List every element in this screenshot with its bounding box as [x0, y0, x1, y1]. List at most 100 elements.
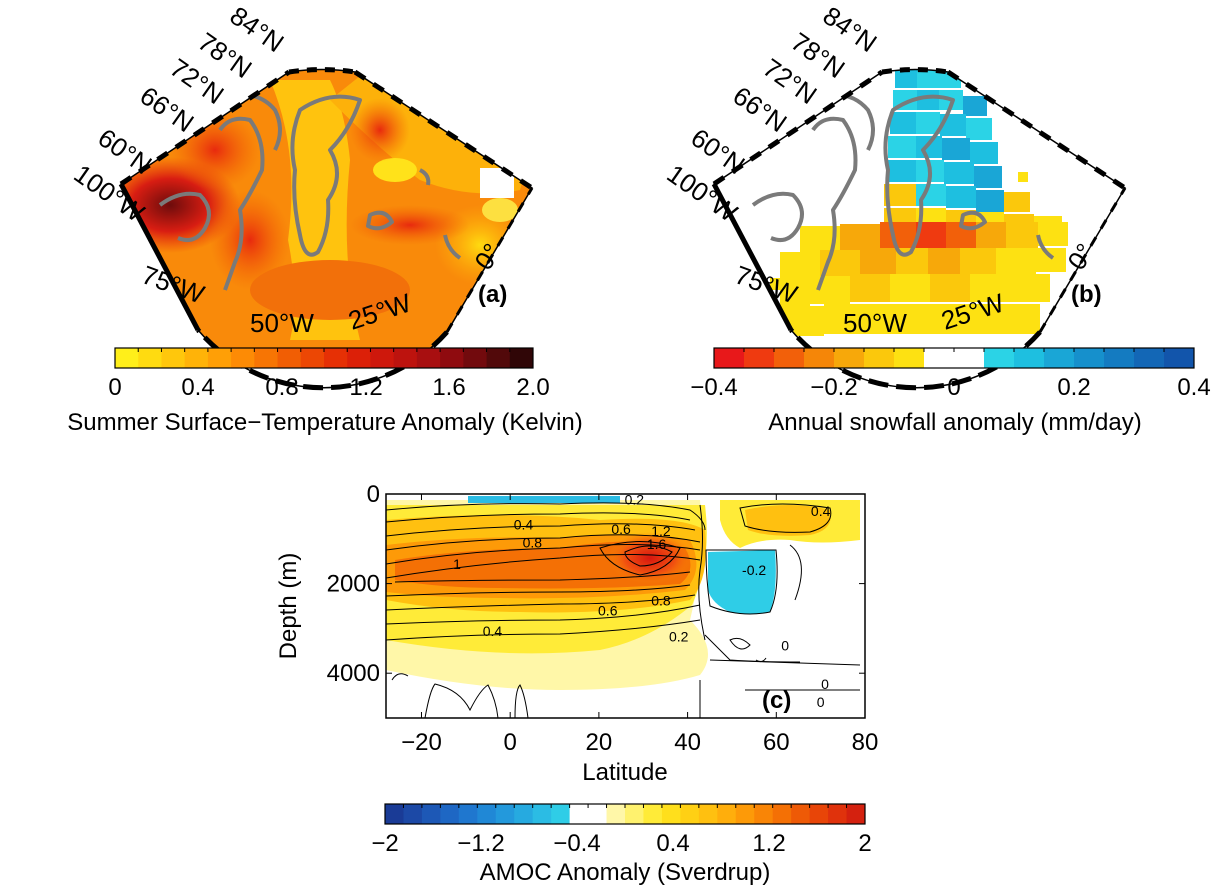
panel-a-label: (a) [478, 281, 507, 308]
colorbar-tick: 1.6 [432, 374, 465, 401]
contour-label: 0 [781, 637, 789, 653]
contour-label: 0.4 [514, 516, 534, 532]
grid-cell [890, 274, 930, 302]
grid-cell [970, 274, 1010, 302]
colorbar-swatch [509, 348, 534, 368]
grid-cell [970, 142, 998, 164]
colorbar-swatch [184, 348, 209, 368]
colorbar-tick: −0.4 [553, 830, 600, 857]
colorbar-swatch [495, 804, 515, 824]
grid-cell [946, 186, 976, 208]
grid-cell [1006, 222, 1038, 248]
colorbar-swatch [774, 348, 805, 368]
colorbar-tick: 1.2 [752, 830, 785, 857]
grid-cell [912, 304, 956, 334]
colorbar-swatch [115, 348, 139, 368]
colorbar-swatch [138, 348, 162, 368]
x-tick-label: 60 [763, 729, 790, 756]
colorbar-swatch [698, 804, 718, 824]
grid-cell [860, 248, 896, 274]
contour-label: 1 [453, 556, 461, 572]
contour-label: 0.4 [483, 623, 503, 639]
colorbar-swatch [680, 804, 700, 824]
colorbar-swatch [625, 804, 644, 824]
panel-c-xlabel: Latitude [582, 759, 667, 786]
contour-label: -0.2 [742, 562, 766, 578]
colorbar-c-ticks: −2 −1.2 −0.4 0.4 1.2 2 [371, 830, 871, 857]
colorbar-swatch [1164, 348, 1195, 368]
grid-cell [917, 70, 939, 88]
colorbar-swatch [924, 348, 955, 368]
colorbar-swatch [606, 804, 626, 824]
grid-cell [868, 304, 912, 334]
panel-c-contour-labels: 0.2 0.4 0.6 0.8 1.21.6 1 0.6 0.8 0.4 0.2 0.4 -0.2 0 0… [453, 491, 831, 709]
colorbar-swatch [324, 348, 348, 368]
colorbar-swatch [1044, 348, 1075, 368]
grid-cell [963, 96, 987, 116]
grid-cell [928, 248, 960, 274]
grid-cell [890, 112, 916, 134]
colorbar-tick: 0.2 [1057, 374, 1090, 401]
colorbar-tick: 0 [947, 374, 960, 401]
panel-c-section: 0.2 0.4 0.6 0.8 1.21.6 1 0.6 0.8 0.4 0.2 0.4 -0.2 0 0… [327, 481, 879, 756]
colorbar-swatch [277, 348, 302, 368]
colorbar-swatch [421, 804, 441, 824]
colorbar-tick: 2.0 [516, 374, 549, 401]
grid-cell [840, 224, 880, 250]
contour-label: 0 [821, 676, 829, 692]
colorbar-frame [713, 347, 1195, 369]
grid-cell [884, 184, 916, 206]
colorbar-swatch [440, 804, 460, 824]
colorbar-tick: 0.4 [1177, 374, 1210, 401]
colorbar-swatch [440, 348, 464, 368]
x-tick-label: 20 [586, 729, 613, 756]
grid-cell [1000, 304, 1040, 334]
colorbar-swatch [984, 348, 1015, 368]
colorbar-c [384, 803, 866, 825]
colorbar-tick: −1.2 [457, 830, 504, 857]
x-tick-label: 0 [504, 729, 517, 756]
grid-cell [1036, 248, 1066, 272]
colorbar-swatch [477, 804, 497, 824]
contour-label: 0.8 [651, 593, 671, 609]
colorbar-swatch [809, 804, 829, 824]
colorbar-swatch [954, 348, 985, 368]
grid-cell [895, 70, 917, 88]
grid-cell [930, 274, 970, 302]
grid-cell [974, 166, 1002, 188]
colorbar-tick: 2 [858, 830, 871, 857]
contour-label: 1.6 [647, 536, 667, 552]
colorbar-c-title: AMOC Anomaly (Sverdrup) [480, 859, 771, 885]
colorbar-swatch [207, 348, 232, 368]
panel-b-lat-labels: 60°N 66°N 72°N 78°N 84°N [686, 0, 883, 180]
grid-cell [966, 118, 992, 140]
grid-cell [956, 304, 1000, 334]
colorbar-swatch [643, 804, 663, 824]
grid-cell [780, 252, 820, 278]
colorbar-swatch [735, 804, 755, 824]
colorbar-tick: −0.4 [690, 374, 737, 401]
grid-cell [886, 160, 916, 182]
colorbar-swatch [486, 348, 511, 368]
colorbar-swatch [717, 804, 737, 824]
grid-cell [810, 276, 850, 304]
grid-cell [880, 222, 916, 248]
colorbar-tick: 0.8 [265, 374, 298, 401]
colorbar-swatch [161, 348, 186, 368]
grid-cell [916, 184, 946, 206]
colorbar-swatch [551, 804, 571, 824]
colorbar-swatch [754, 804, 774, 824]
contour-label: 0.6 [611, 521, 631, 537]
contour-label: 0.8 [523, 534, 543, 550]
colorbar-swatch [385, 804, 404, 824]
colorbar-swatch [828, 804, 848, 824]
colorbar-frame [384, 803, 866, 825]
contour-label: 0.2 [669, 628, 689, 644]
colorbar-a [114, 347, 534, 369]
panel-c-ylabel: Depth (m) [275, 553, 302, 660]
y-tick-label: 4000 [327, 660, 380, 687]
lon-label: 50°W [250, 308, 314, 338]
grid-cell [888, 136, 916, 158]
colorbar-swatch [834, 348, 865, 368]
x-tick-label: 40 [674, 729, 701, 756]
